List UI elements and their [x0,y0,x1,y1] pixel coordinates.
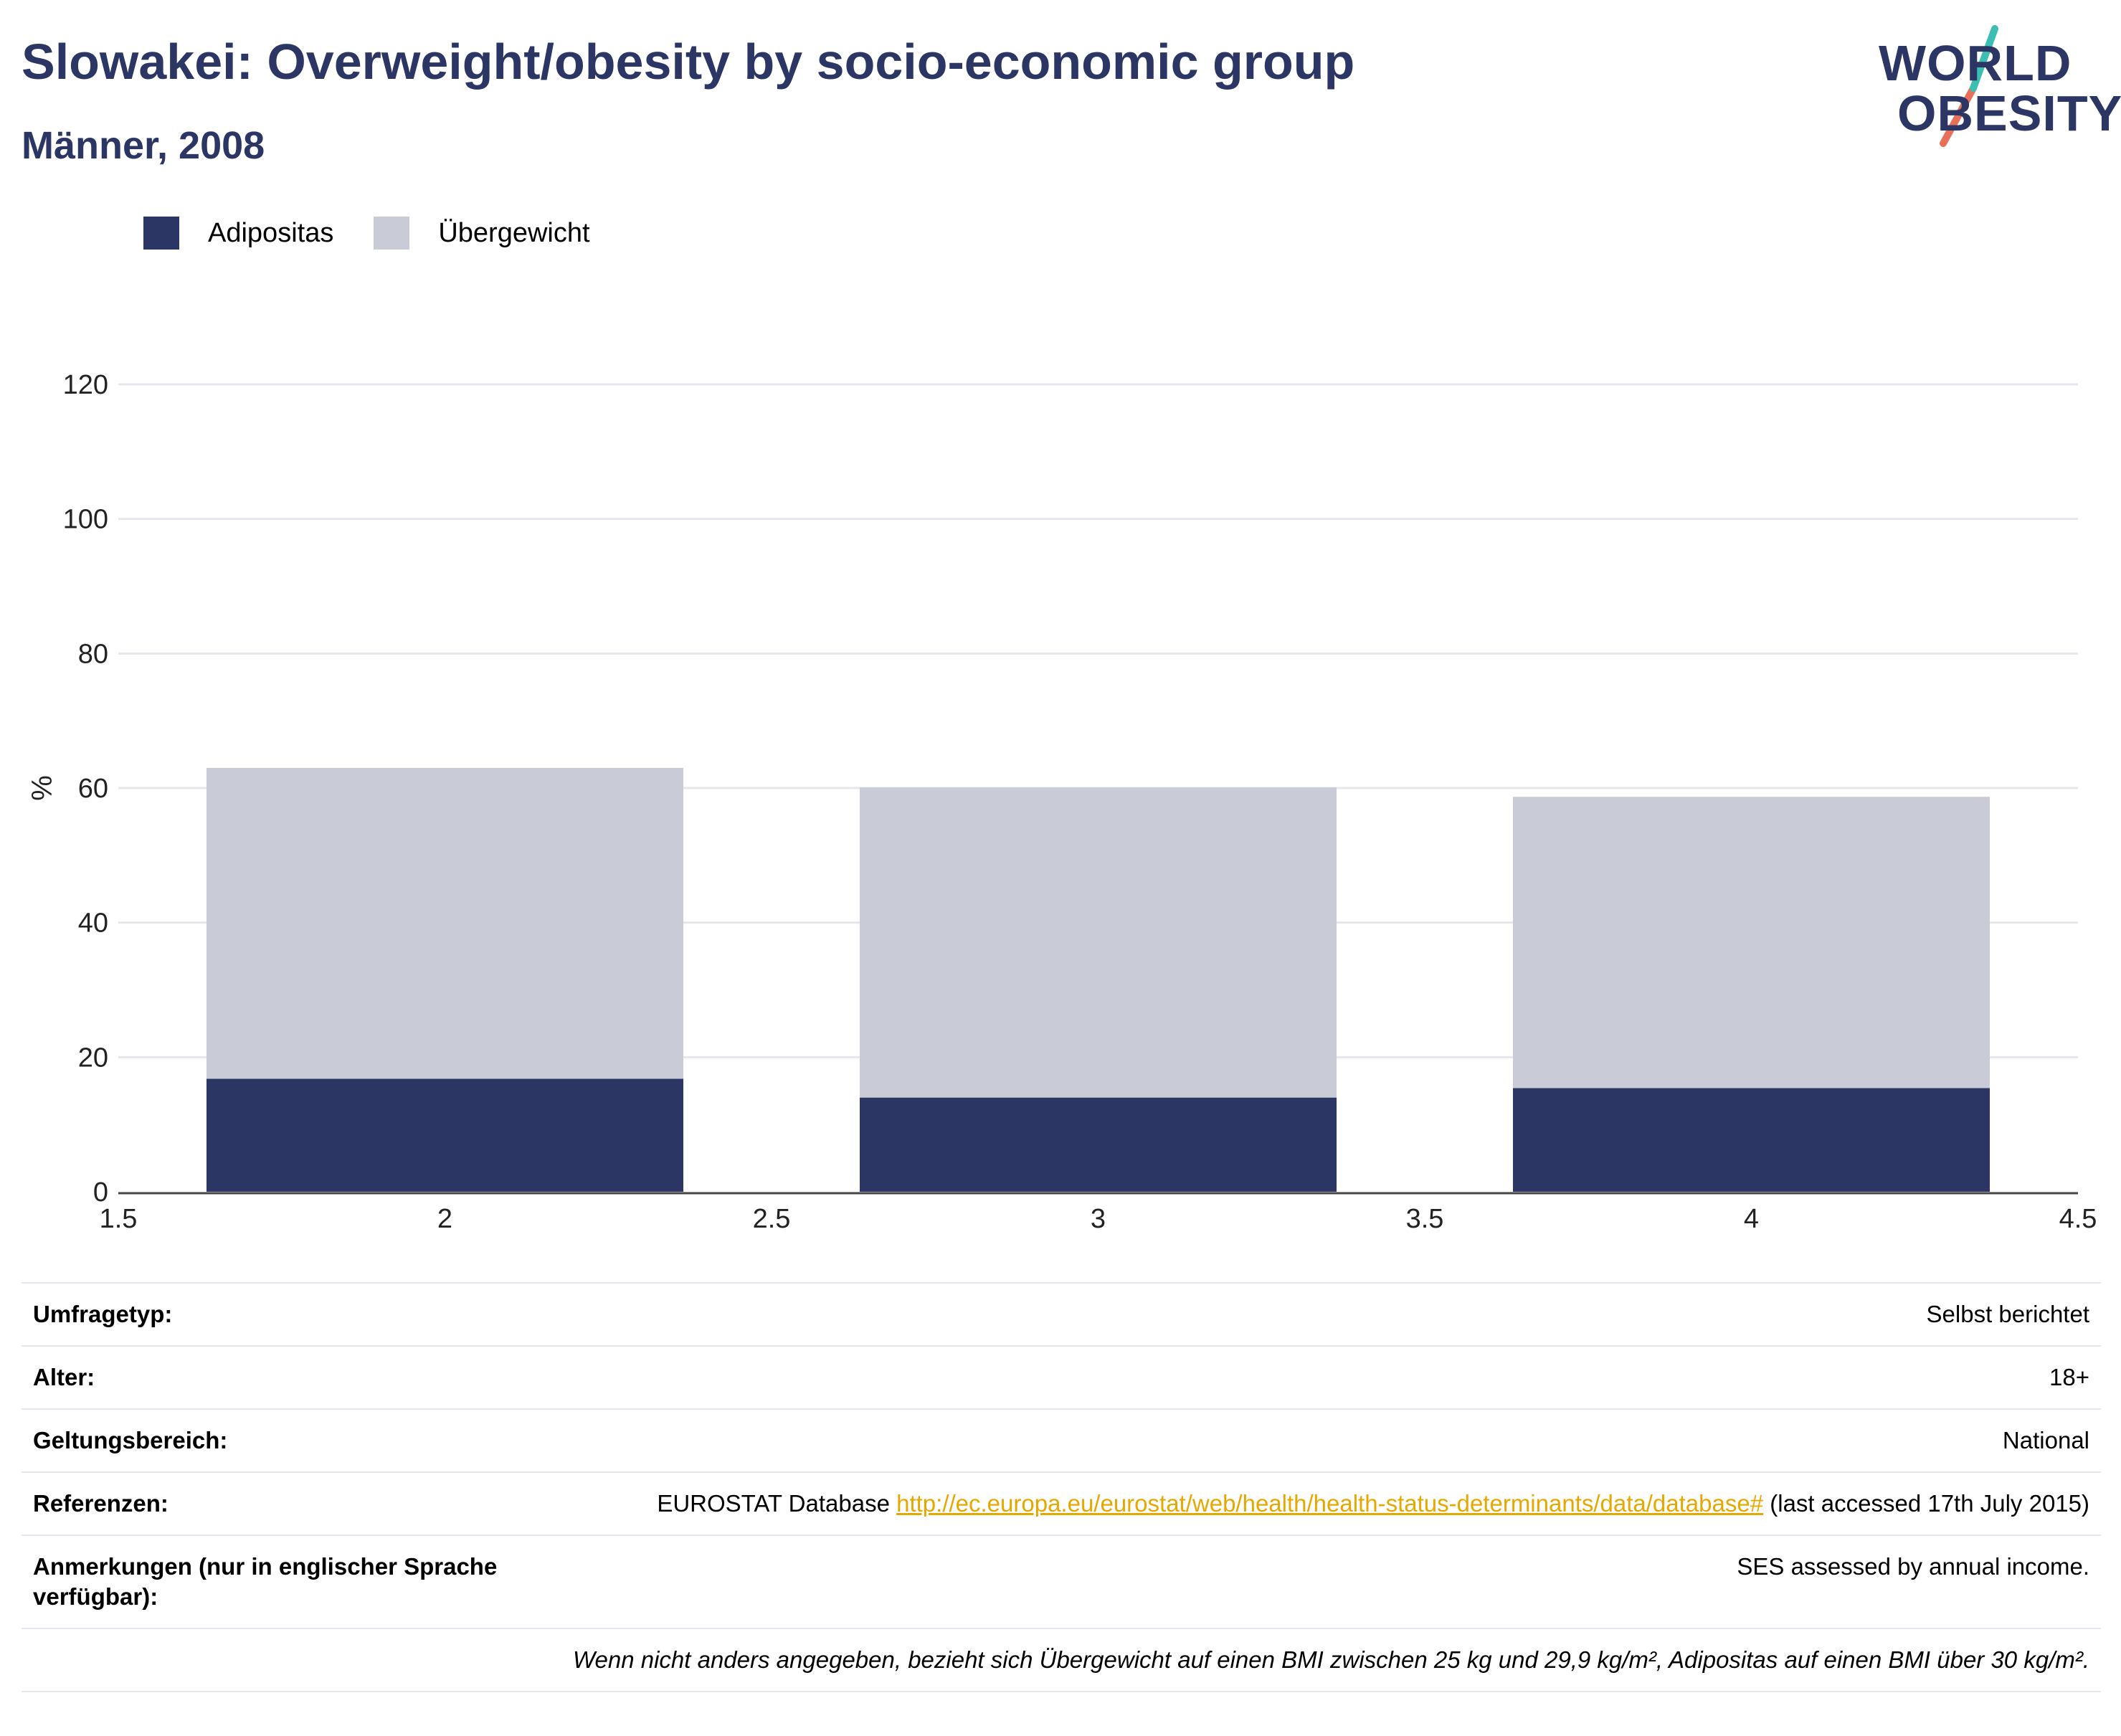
reference-suffix: (last accessed 17th July 2015) [1763,1490,2089,1517]
bmi-definition-note: Wenn nicht anders angegeben, bezieht sic… [22,1628,2101,1692]
bar-adipositas [206,1078,684,1192]
meta-value: EUROSTAT Database http://ec.europa.eu/eu… [657,1489,2089,1519]
y-tick-label: 120 [63,370,108,400]
x-tick-label: 3.5 [1406,1204,1444,1234]
x-tick-label: 1.5 [100,1204,138,1234]
y-tick-label: 20 [78,1043,108,1073]
meta-row-notes: Anmerkungen (nur in englischer Sprache v… [22,1535,2101,1628]
bar-uebergewicht [1512,797,1990,1088]
bar-adipositas [1512,1088,1990,1192]
meta-row-scope: Geltungsbereich: National [22,1408,2101,1471]
x-tick-label: 2.5 [753,1204,791,1234]
legend-label-uebergewicht: Übergewicht [438,217,590,248]
x-tick-label: 2 [437,1204,452,1234]
legend-swatch-adipositas [143,217,179,250]
metadata-table: Umfragetyp: Selbst berichtet Alter: 18+ … [22,1282,2101,1692]
x-tick-label: 3 [1091,1204,1106,1234]
reference-link[interactable]: http://ec.europa.eu/eurostat/web/health/… [896,1490,1764,1517]
meta-value: National [2002,1427,2089,1453]
logo-text-world: WORLD [1879,35,2072,91]
y-tick-label: 0 [93,1177,108,1208]
stacked-bar-chart: 0 20 40 60 80 100 120 1.5 2 2.5 3 3.5 4 4.5% [27,370,2097,1234]
bar-uebergewicht [859,787,1337,1098]
meta-value: SES assessed by annual income. [1737,1553,2089,1580]
y-tick-label: 80 [78,639,108,669]
legend-label-adipositas: Adipositas [208,217,334,248]
world-obesity-logo: WORLD OBESITY [1871,20,2121,156]
reference-prefix: EUROSTAT Database [657,1490,897,1517]
meta-key: Geltungsbereich: [33,1427,228,1453]
meta-key: Umfragetyp: [33,1301,173,1327]
legend-swatch-uebergewicht [374,217,410,250]
page-subtitle: Männer, 2008 [22,124,265,167]
meta-key: Anmerkungen (nur in englischer Sprache v… [33,1553,498,1610]
meta-row-age: Alter: 18+ [22,1345,2101,1408]
bar-adipositas [859,1097,1337,1192]
meta-key: Referenzen: [33,1490,169,1517]
x-tick-label: 4 [1744,1204,1759,1234]
page-title: Slowakei: Overweight/obesity by socio-ec… [22,34,1355,90]
logo-text-obesity: OBESITY [1897,85,2121,141]
x-tick-label: 4.5 [2059,1204,2097,1234]
meta-value: 18+ [2049,1364,2089,1390]
meta-row-survey-type: Umfragetyp: Selbst berichtet [22,1282,2101,1345]
chart-legend: Adipositas Übergewicht [143,215,630,251]
y-tick-label: 100 [63,505,108,535]
meta-key: Alter: [33,1364,95,1390]
y-tick-label: 40 [78,909,108,939]
meta-value: Selbst berichtet [1926,1301,2089,1327]
y-axis-label: % [27,775,58,801]
logo-slash-icon [1940,25,1998,147]
bar-uebergewicht [206,767,684,1079]
legend-item-uebergewicht[interactable]: Übergewicht [374,217,590,250]
legend-item-adipositas[interactable]: Adipositas [143,217,333,250]
meta-row-references: Referenzen: EUROSTAT Database http://ec.… [22,1471,2101,1535]
y-tick-label: 60 [78,774,108,804]
